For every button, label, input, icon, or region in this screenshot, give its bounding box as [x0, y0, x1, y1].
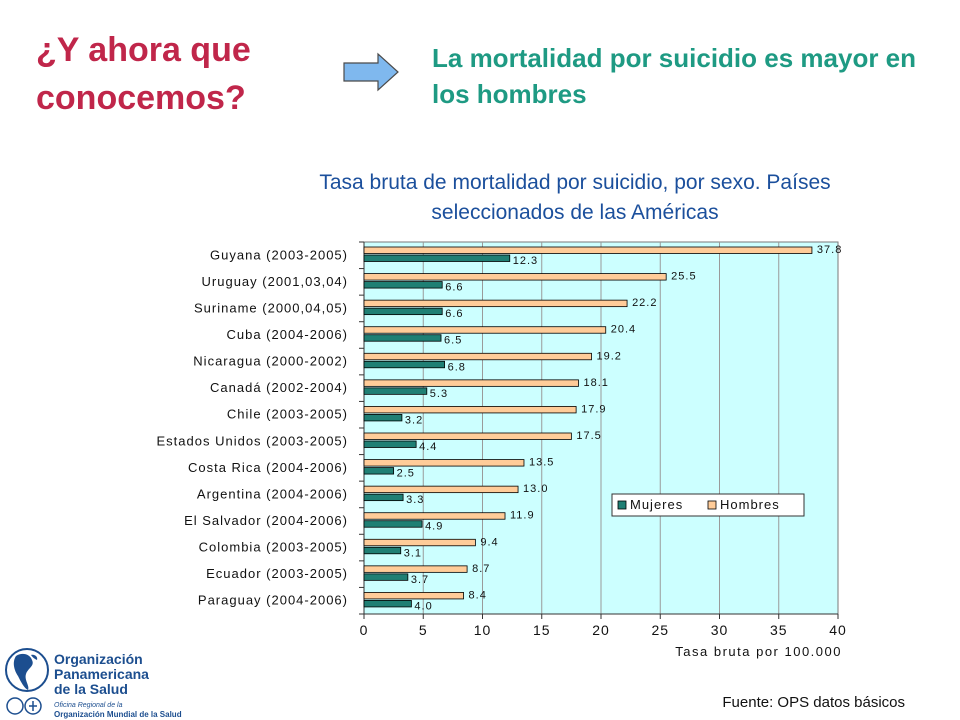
- right-arrow-icon: [343, 52, 399, 92]
- category-label: Nicaragua (2000-2002): [193, 354, 348, 369]
- x-tick-label: 35: [770, 622, 788, 638]
- bar-mujeres: [363, 307, 443, 316]
- bar-hombres: [363, 379, 579, 387]
- x-tick-label: 30: [711, 622, 729, 638]
- x-tick-label: 5: [419, 622, 428, 638]
- data-label-mujeres: 3.2: [405, 414, 423, 426]
- data-label-mujeres: 12.3: [513, 255, 538, 267]
- data-label-hombres: 8.4: [469, 589, 487, 601]
- bar-mujeres: [363, 573, 409, 581]
- data-label-mujeres: 4.0: [414, 600, 432, 612]
- data-label-hombres: 11.9: [510, 510, 535, 522]
- data-label-hombres: 17.5: [576, 430, 601, 442]
- slide-question: ¿Y ahora que conocemos?: [36, 31, 251, 117]
- data-label-hombres: 19.2: [597, 350, 622, 362]
- data-label-hombres: 22.2: [632, 297, 657, 309]
- bar-hombres: [363, 485, 519, 494]
- data-label-mujeres: 4.4: [419, 441, 437, 453]
- category-label: Cuba (2004-2006): [226, 327, 348, 342]
- bar-mujeres: [363, 387, 428, 395]
- org-name-line3: de la Salud: [54, 681, 128, 697]
- data-label-hombres: 37.8: [817, 244, 842, 256]
- category-label: Chile (2003-2005): [227, 407, 348, 422]
- category-label: Paraguay (2004-2006): [198, 593, 348, 608]
- category-label: Argentina (2004-2006): [197, 486, 348, 501]
- category-label: Uruguay (2001,03,04): [202, 274, 348, 289]
- data-label-hombres: 20.4: [611, 324, 636, 336]
- bar-hombres: [363, 273, 667, 281]
- data-label-hombres: 13.5: [529, 457, 554, 469]
- x-tick-label: 25: [651, 622, 669, 638]
- category-label: Estados Unidos (2003-2005): [157, 433, 349, 448]
- data-label-mujeres: 6.5: [444, 335, 462, 347]
- chart-title: Tasa bruta de mortalidad por suicidio, p…: [319, 171, 831, 224]
- org-name: Organización Panamericana de la Salud Of…: [54, 651, 182, 720]
- bar-hombres: [363, 406, 577, 414]
- x-tick-label: 0: [360, 622, 369, 638]
- bar-hombres: [363, 565, 468, 573]
- category-label: Guyana (2003-2005): [210, 247, 348, 262]
- data-label-mujeres: 5.3: [430, 388, 448, 400]
- data-label-mujeres: 4.9: [425, 521, 443, 533]
- org-subtitle-2: Organización Mundial de la Salud: [54, 710, 182, 719]
- bar-mujeres: [363, 360, 445, 369]
- data-label-mujeres: 3.7: [411, 574, 429, 586]
- bar-mujeres: [363, 467, 395, 475]
- legend-swatch-mujeres: [617, 500, 627, 510]
- bar-hombres: [363, 432, 572, 440]
- category-label: Canadá (2002-2004): [210, 380, 348, 395]
- data-label-hombres: 17.9: [581, 403, 606, 415]
- category-label: Suriname (2000,04,05): [194, 300, 348, 315]
- data-label-mujeres: 6.6: [445, 282, 463, 294]
- category-label: El Salvador (2004-2006): [184, 513, 348, 528]
- x-tick-label: 10: [474, 622, 492, 638]
- category-label: Colombia (2003-2005): [199, 540, 348, 555]
- data-label-mujeres: 2.5: [397, 468, 415, 480]
- x-tick-label: 15: [533, 622, 551, 638]
- bar-hombres: [363, 538, 476, 547]
- bar-mujeres: [363, 546, 402, 555]
- category-label: Costa Rica (2004-2006): [188, 460, 348, 475]
- legend-label-mujeres: Mujeres: [630, 497, 683, 512]
- bar-mujeres: [363, 520, 423, 528]
- bar-hombres: [363, 459, 525, 467]
- data-label-mujeres: 3.3: [406, 494, 424, 506]
- data-label-hombres: 25.5: [671, 271, 696, 283]
- bar-hombres: [363, 592, 464, 600]
- paho-logo-icon: [5, 648, 49, 715]
- x-tick-label: 40: [829, 622, 847, 638]
- bar-hombres: [363, 326, 607, 334]
- category-label: Ecuador (2003-2005): [206, 566, 348, 581]
- source-note: Fuente: OPS datos básicos: [722, 694, 905, 711]
- data-label-hombres: 9.4: [480, 536, 498, 548]
- legend-swatch-hombres: [707, 500, 717, 510]
- org-name-line2: Panamericana: [54, 666, 149, 682]
- org-subtitle-1: Oficina Regional de la: [54, 702, 123, 709]
- bar-hombres: [363, 246, 813, 254]
- data-label-hombres: 13.0: [523, 483, 548, 495]
- bar-hombres: [363, 299, 628, 308]
- data-label-hombres: 8.7: [472, 563, 490, 575]
- bar-mujeres: [363, 600, 412, 608]
- x-tick-label: 20: [592, 622, 610, 638]
- bar-hombres: [363, 352, 592, 361]
- bar-mujeres: [363, 281, 443, 289]
- data-label-mujeres: 6.8: [448, 361, 466, 373]
- slide-headline: La mortalidad por suicidio es mayor en l…: [432, 43, 917, 109]
- legend-label-hombres: Hombres: [720, 497, 780, 512]
- bar-chart: 0 5 10 15 20 25 30 35 40 Tasa bruta por 100.000 Gu…: [157, 241, 847, 659]
- bar-hombres: [363, 512, 506, 520]
- bar-mujeres: [363, 254, 511, 262]
- bar-mujeres: [363, 493, 404, 502]
- data-label-mujeres: 3.1: [404, 547, 422, 559]
- x-axis-label: Tasa bruta por 100.000: [675, 644, 842, 659]
- org-name-line1: Organización: [54, 651, 143, 667]
- data-label-mujeres: 6.6: [445, 308, 463, 320]
- bar-mujeres: [363, 334, 442, 342]
- data-label-hombres: 18.1: [583, 377, 608, 389]
- bar-mujeres: [363, 414, 403, 422]
- bar-mujeres: [363, 440, 417, 448]
